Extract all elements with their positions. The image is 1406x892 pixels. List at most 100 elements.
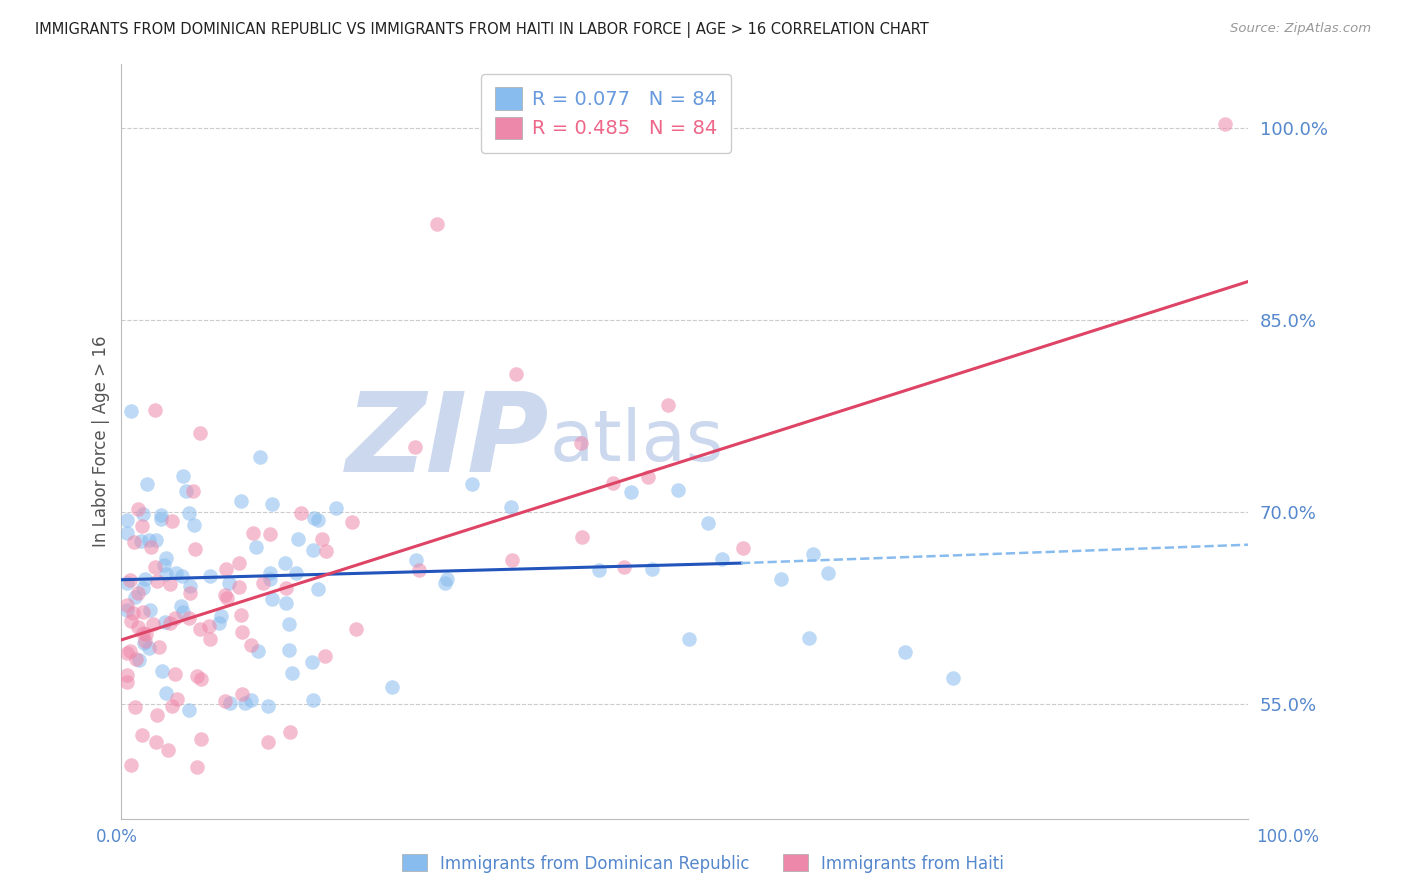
Point <box>120 614 142 628</box>
Point <box>122 535 145 549</box>
Point <box>259 526 281 541</box>
Point <box>115 646 138 660</box>
Point <box>711 552 734 566</box>
Point <box>157 743 180 757</box>
Point <box>150 508 173 523</box>
Point <box>571 530 593 544</box>
Point <box>160 514 183 528</box>
Point <box>696 516 718 531</box>
Point <box>799 631 821 645</box>
Point <box>127 620 149 634</box>
Point <box>120 573 142 587</box>
Point <box>188 622 211 636</box>
Point <box>132 636 155 650</box>
Point <box>165 566 187 581</box>
Point <box>380 681 402 695</box>
Point <box>122 606 145 620</box>
Point <box>115 576 138 591</box>
Point <box>461 477 484 491</box>
Point <box>190 732 212 747</box>
Point <box>404 440 426 454</box>
Point <box>215 562 238 576</box>
Point <box>311 533 333 547</box>
Point <box>302 543 325 558</box>
Point <box>129 533 152 548</box>
Point <box>160 699 183 714</box>
Point <box>165 611 187 625</box>
Point <box>127 586 149 600</box>
Point <box>186 759 208 773</box>
Point <box>893 645 915 659</box>
Point <box>153 615 176 629</box>
Point <box>120 404 142 418</box>
Point <box>159 615 181 630</box>
Point <box>115 603 138 617</box>
Point <box>155 567 177 582</box>
Point <box>302 693 325 707</box>
Point <box>274 557 297 571</box>
Point <box>150 664 173 678</box>
Point <box>290 506 312 520</box>
Point <box>188 425 211 440</box>
Point <box>142 616 165 631</box>
Point <box>218 576 240 591</box>
Point <box>436 572 458 586</box>
Point <box>228 556 250 570</box>
Point <box>314 648 336 663</box>
Point <box>252 576 274 591</box>
Point <box>262 496 284 510</box>
Point <box>499 500 522 514</box>
Point <box>231 625 253 640</box>
Point <box>801 547 824 561</box>
Point <box>637 470 659 484</box>
Point <box>115 668 138 682</box>
Point <box>149 512 172 526</box>
Text: ZIP: ZIP <box>346 388 550 495</box>
Point <box>124 590 146 604</box>
Point <box>301 655 323 669</box>
Point <box>666 483 689 498</box>
Point <box>731 541 754 556</box>
Point <box>125 652 148 666</box>
Point <box>148 640 170 654</box>
Point <box>247 644 270 658</box>
Point <box>127 502 149 516</box>
Point <box>770 572 793 586</box>
Point <box>139 603 162 617</box>
Point <box>302 511 325 525</box>
Point <box>242 526 264 541</box>
Point <box>146 574 169 589</box>
Point <box>208 615 231 630</box>
Point <box>145 735 167 749</box>
Point <box>128 653 150 667</box>
Point <box>170 569 193 583</box>
Point <box>145 533 167 547</box>
Point <box>434 575 457 590</box>
Point <box>276 596 298 610</box>
Legend: Immigrants from Dominican Republic, Immigrants from Haiti: Immigrants from Dominican Republic, Immi… <box>395 847 1011 880</box>
Point <box>124 699 146 714</box>
Point <box>641 562 664 576</box>
Point <box>613 560 636 574</box>
Point <box>170 599 193 613</box>
Point <box>228 580 250 594</box>
Point <box>278 616 301 631</box>
Point <box>131 519 153 533</box>
Point <box>166 691 188 706</box>
Point <box>179 579 201 593</box>
Point <box>163 667 186 681</box>
Point <box>240 693 263 707</box>
Point <box>308 513 330 527</box>
Point <box>426 217 449 231</box>
Point <box>325 500 347 515</box>
Point <box>233 696 256 710</box>
Point <box>231 687 253 701</box>
Point <box>284 566 307 580</box>
Point <box>183 518 205 533</box>
Point <box>172 469 194 483</box>
Point <box>132 507 155 521</box>
Point <box>588 563 610 577</box>
Point <box>231 494 253 508</box>
Point <box>132 625 155 640</box>
Point <box>344 622 367 636</box>
